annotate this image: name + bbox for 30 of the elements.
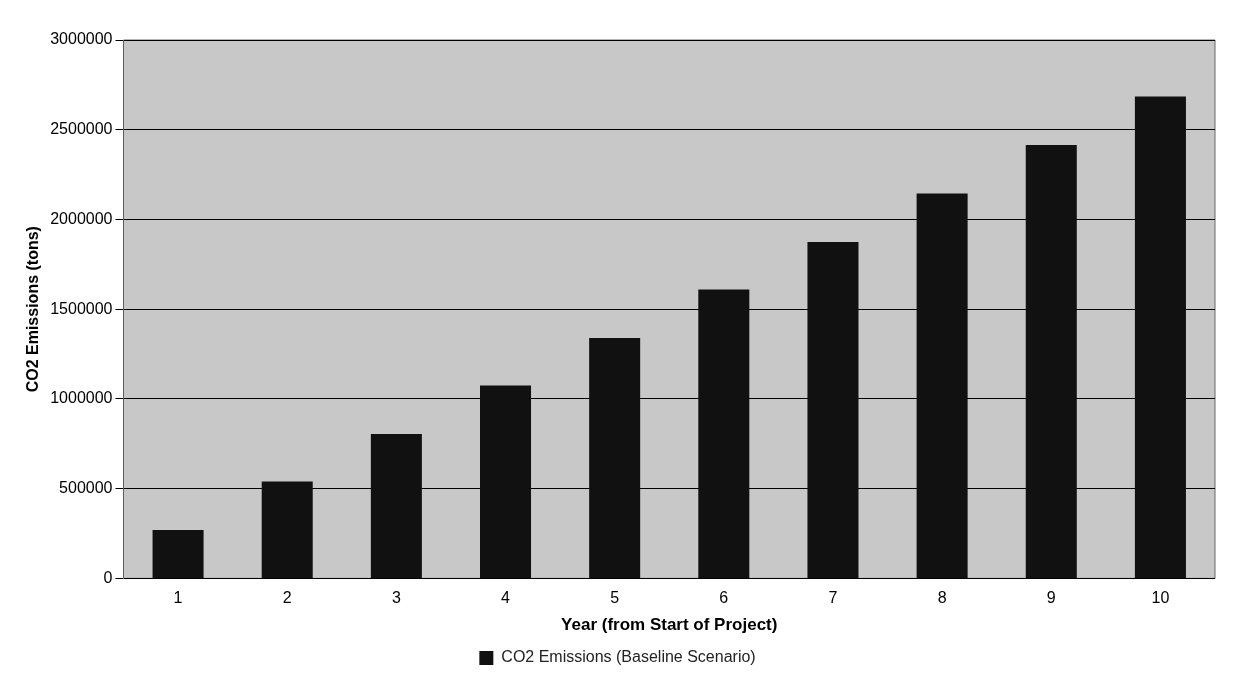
bar (916, 193, 968, 578)
x-axis-title: Year (from Start of Project) (561, 615, 778, 635)
x-tick-label: 8 (937, 589, 947, 607)
bar (1025, 144, 1077, 578)
y-tick-label: 2500000 (50, 120, 113, 138)
x-tick-label: 3 (391, 589, 401, 607)
x-tick-label: 6 (719, 589, 729, 607)
x-tick-label: 9 (1046, 589, 1056, 607)
bar (589, 337, 641, 578)
legend-label: CO2 Emissions (Baseline Scenario) (501, 648, 756, 666)
x-tick-label: 10 (1151, 589, 1170, 607)
x-tick-label: 5 (610, 589, 620, 607)
y-tick-label: 1000000 (50, 389, 113, 407)
x-tick-label: 1 (173, 589, 183, 607)
y-tick-label: 0 (103, 568, 113, 586)
y-tick-label: 500000 (59, 479, 113, 497)
x-tick-label: 4 (501, 589, 511, 607)
bar (370, 433, 422, 578)
bar (698, 289, 750, 578)
x-tick-label: 2 (282, 589, 292, 607)
bar (480, 385, 532, 578)
y-tick-label: 2000000 (50, 209, 113, 227)
y-tick-label: 1500000 (50, 299, 113, 317)
bar (261, 481, 313, 578)
y-axis-title: CO2 Emissions (tons) (24, 226, 42, 393)
bar (807, 241, 859, 578)
bar (1134, 96, 1186, 578)
x-tick-label: 7 (828, 589, 838, 607)
y-tick-label: 3000000 (50, 30, 113, 48)
bar (152, 529, 204, 578)
